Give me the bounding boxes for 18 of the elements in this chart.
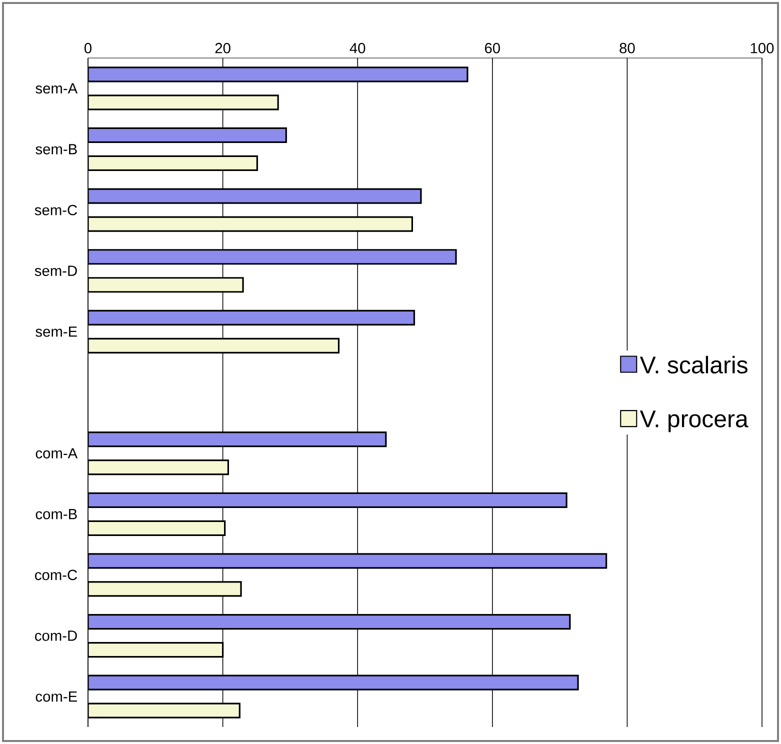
y-tick-label: sem-E bbox=[36, 326, 77, 337]
y-tick-label: com-C bbox=[35, 570, 78, 580]
x-tick-label: 20 bbox=[215, 42, 230, 54]
x-tick-label: 0 bbox=[84, 42, 92, 54]
y-tick-label: com-B bbox=[36, 509, 77, 520]
x-tick-label: 100 bbox=[750, 42, 774, 54]
y-tick-label: com-D bbox=[35, 630, 77, 641]
y-tick-label: sem-A bbox=[36, 83, 78, 94]
x-tick-label: 60 bbox=[485, 42, 500, 54]
y-tick-label: sem-B bbox=[36, 144, 77, 154]
x-tick-label: 40 bbox=[350, 42, 366, 54]
y-tick-label: sem-C bbox=[34, 204, 78, 216]
legend-label: V. scalaris bbox=[640, 356, 748, 374]
y-tick-label: com-E bbox=[36, 691, 77, 702]
y-tick-label: sem-D bbox=[34, 266, 77, 276]
legend-label: V. procera bbox=[640, 410, 748, 432]
y-tick-label: com-A bbox=[36, 448, 78, 458]
x-tick-label: 80 bbox=[620, 42, 635, 54]
